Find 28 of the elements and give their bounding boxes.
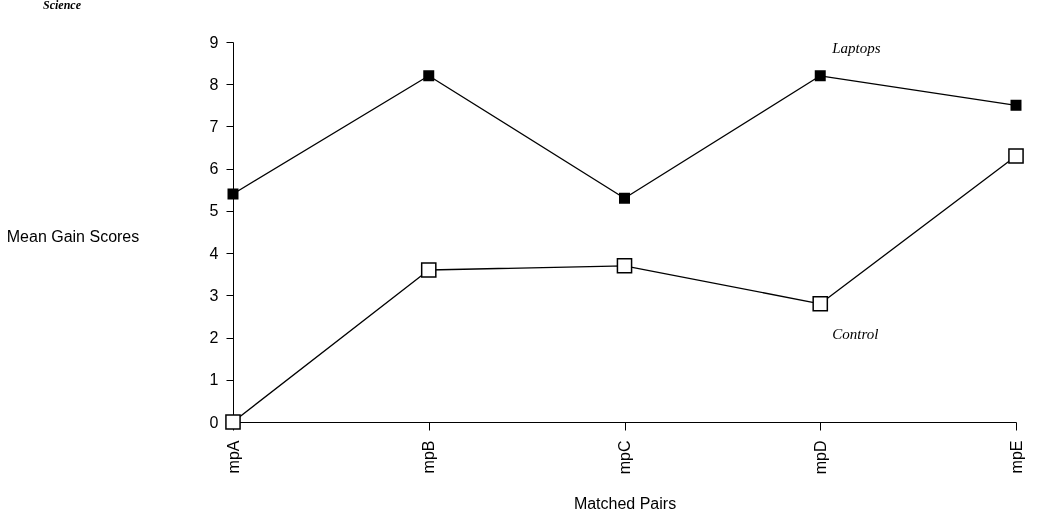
point xyxy=(814,70,826,82)
point xyxy=(619,192,630,204)
point xyxy=(423,70,435,82)
y-axis-title: Mean Gain Scores xyxy=(6,228,140,245)
x-tick-label: mpA xyxy=(224,440,242,474)
x-axis-title: Matched Pairs xyxy=(573,495,677,513)
x-tick-label: mpC xyxy=(616,440,633,475)
y-tick-label: 0 xyxy=(209,413,219,431)
point xyxy=(420,262,437,278)
series-label: Control xyxy=(832,325,879,342)
y-tick-label: 5 xyxy=(209,202,219,220)
y-tick-label: 6 xyxy=(209,160,219,178)
point xyxy=(1010,99,1022,111)
y-tick-label: 8 xyxy=(209,75,219,93)
point xyxy=(812,295,829,312)
point xyxy=(1008,148,1024,164)
y-tick-label: 4 xyxy=(209,244,219,262)
y-tick-label: 9 xyxy=(209,33,219,51)
series-label: Laptops xyxy=(831,39,881,56)
text: Science xyxy=(43,0,82,12)
point xyxy=(616,257,633,274)
x-tick-label: mpB xyxy=(420,440,438,474)
y-tick-label: 1 xyxy=(209,371,219,389)
y-tick-label: 7 xyxy=(209,117,219,135)
x-tick-label: mpD xyxy=(811,440,829,475)
y-tick-label: 2 xyxy=(209,329,219,347)
x-tick-label: mpE xyxy=(1007,440,1025,474)
y-tick-label: 3 xyxy=(209,286,219,304)
